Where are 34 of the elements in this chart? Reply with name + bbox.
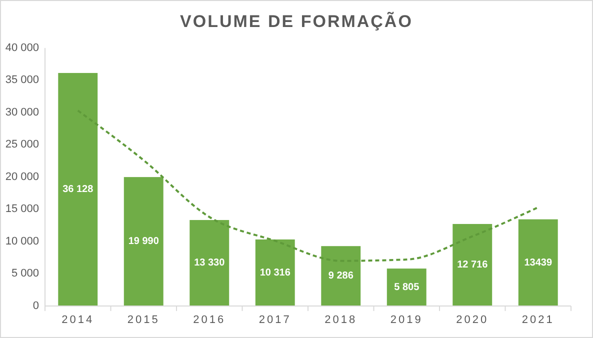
- y-tick-label: 25 000: [5, 138, 39, 151]
- y-tick-label: 15 000: [5, 203, 39, 216]
- x-tick-label: 2020: [456, 314, 489, 326]
- y-tick-label: 10 000: [5, 235, 39, 248]
- x-tick-label: 2019: [390, 314, 423, 326]
- bar: [124, 177, 164, 306]
- y-tick-label: 40 000: [5, 42, 39, 54]
- data-label: 9 286: [328, 270, 354, 282]
- bar: [58, 72, 98, 306]
- y-tick-label: 30 000: [5, 106, 39, 118]
- x-tick-label: 2016: [193, 314, 226, 326]
- data-label: 10 316: [260, 267, 291, 278]
- y-tick-label: 20 000: [5, 170, 39, 183]
- bar: [321, 246, 361, 306]
- x-tick-label: 2015: [127, 314, 160, 326]
- bar: [518, 219, 558, 306]
- y-tick-label: 35 000: [5, 74, 39, 86]
- x-tick-label: 2014: [62, 314, 94, 326]
- data-label: 36 128: [62, 184, 94, 196]
- chart-title: VOLUME DE FORMAÇÃO: [180, 11, 413, 31]
- bar: [255, 239, 295, 306]
- data-label: 13439: [524, 257, 552, 268]
- y-tick-label: 0: [32, 300, 39, 312]
- x-tick-label: 2021: [522, 314, 554, 326]
- data-label: 12 716: [457, 260, 488, 271]
- data-label: 5 805: [394, 282, 420, 293]
- bar: [190, 220, 230, 306]
- x-tick-label: 2018: [324, 314, 358, 326]
- bar: [452, 224, 492, 306]
- x-tick-label: 2017: [258, 314, 292, 326]
- y-tick-label: 5 000: [11, 268, 39, 280]
- data-label: 19 990: [128, 236, 160, 248]
- bar: [386, 268, 426, 306]
- data-label: 13 330: [194, 258, 226, 269]
